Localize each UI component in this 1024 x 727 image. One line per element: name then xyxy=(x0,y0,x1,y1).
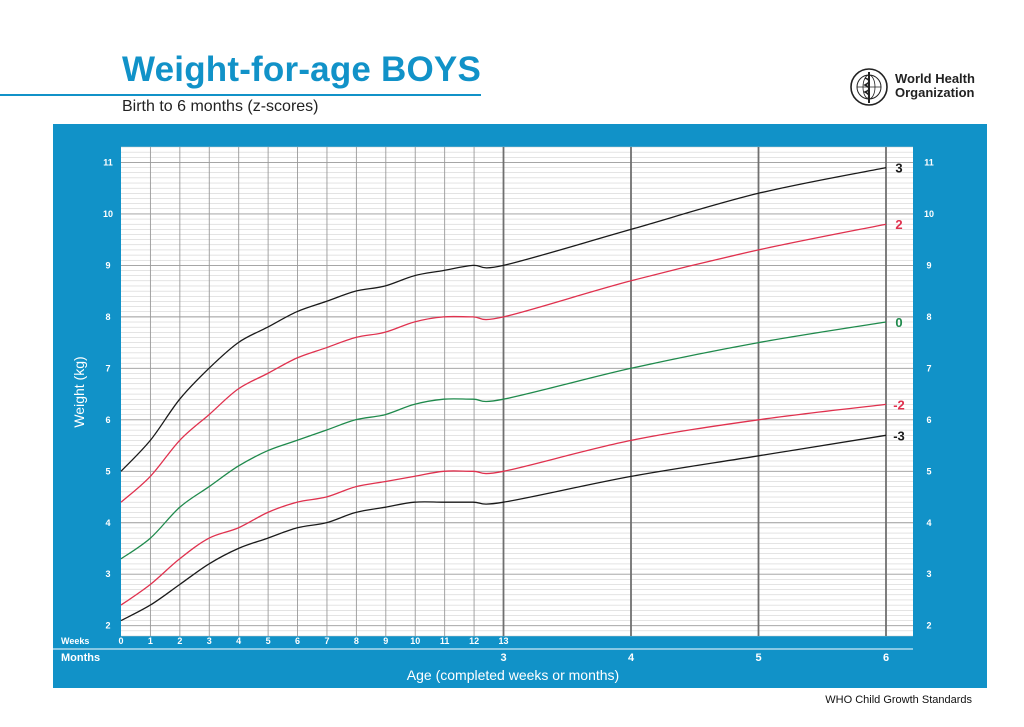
week-tick-label: 10 xyxy=(410,636,420,646)
week-tick-label: 8 xyxy=(354,636,359,646)
week-tick-label: 5 xyxy=(266,636,271,646)
month-tick-label: 6 xyxy=(883,652,889,664)
y-tick-label-right: 4 xyxy=(926,518,931,528)
page-title: Weight-for-age BOYS xyxy=(122,50,481,89)
week-tick-label: 0 xyxy=(118,636,123,646)
month-tick-label: 4 xyxy=(628,652,635,664)
week-tick-label: 2 xyxy=(177,636,182,646)
week-tick-label: 11 xyxy=(440,636,450,646)
zscore-label: 3 xyxy=(895,161,902,176)
week-tick-label: 1 xyxy=(148,636,153,646)
month-tick-label: 3 xyxy=(500,652,506,664)
week-tick-label: 6 xyxy=(295,636,300,646)
page-subtitle: Birth to 6 months (z-scores) xyxy=(122,98,319,115)
week-tick-label: 7 xyxy=(324,636,329,646)
zscore-curve--2 xyxy=(120,403,887,606)
zscore-label: -2 xyxy=(893,397,905,412)
organization-name: World Health Organization xyxy=(895,72,975,100)
org-name-line2: Organization xyxy=(895,85,975,100)
week-tick-label: 4 xyxy=(236,636,241,646)
week-tick-label: 9 xyxy=(383,636,388,646)
org-name-line1: World Health xyxy=(895,71,975,86)
zscore-curve-2 xyxy=(120,223,887,503)
plot-area xyxy=(121,147,913,636)
week-tick-label: 3 xyxy=(207,636,212,646)
y-tick-label-right: 11 xyxy=(924,157,934,167)
y-tick-label-right: 9 xyxy=(926,260,931,270)
who-emblem-icon xyxy=(850,68,888,106)
weeks-row-label: Weeks xyxy=(61,636,89,646)
y-tick-label-left: 6 xyxy=(105,415,110,425)
title-underline xyxy=(0,94,481,96)
x-axis-label: Age (completed weeks or months) xyxy=(407,667,619,683)
y-tick-label-right: 8 xyxy=(926,312,931,322)
y-tick-label-left: 3 xyxy=(105,569,110,579)
y-axis-label: Weight (kg) xyxy=(71,356,87,427)
y-tick-label-left: 10 xyxy=(103,209,113,219)
y-tick-label-left: 8 xyxy=(105,312,110,322)
y-tick-label-right: 2 xyxy=(926,621,931,631)
zscore-label: -3 xyxy=(893,428,905,443)
footer-text: WHO Child Growth Standards xyxy=(825,694,972,706)
y-tick-label-right: 5 xyxy=(926,466,931,476)
y-tick-label-left: 9 xyxy=(105,260,110,270)
week-tick-label: 13 xyxy=(498,636,508,646)
y-tick-label-left: 5 xyxy=(105,466,110,476)
y-tick-label-left: 2 xyxy=(105,621,110,631)
y-tick-label-right: 6 xyxy=(926,415,931,425)
zscore-label: 0 xyxy=(895,315,902,330)
month-tick-label: 5 xyxy=(755,652,761,664)
week-tick-label: 12 xyxy=(469,636,479,646)
y-tick-label-left: 7 xyxy=(105,363,110,373)
y-tick-label-left: 4 xyxy=(105,518,110,528)
months-row-label: Months xyxy=(61,652,100,664)
zscore-curve--3 xyxy=(120,434,887,622)
y-tick-label-right: 7 xyxy=(926,363,931,373)
zscore-curve-3 xyxy=(120,166,887,472)
y-tick-label-right: 10 xyxy=(924,209,934,219)
zscore-curve-0 xyxy=(120,321,887,560)
zscore-label: 2 xyxy=(895,217,902,232)
y-tick-label-right: 3 xyxy=(926,569,931,579)
y-tick-label-left: 11 xyxy=(103,157,113,167)
